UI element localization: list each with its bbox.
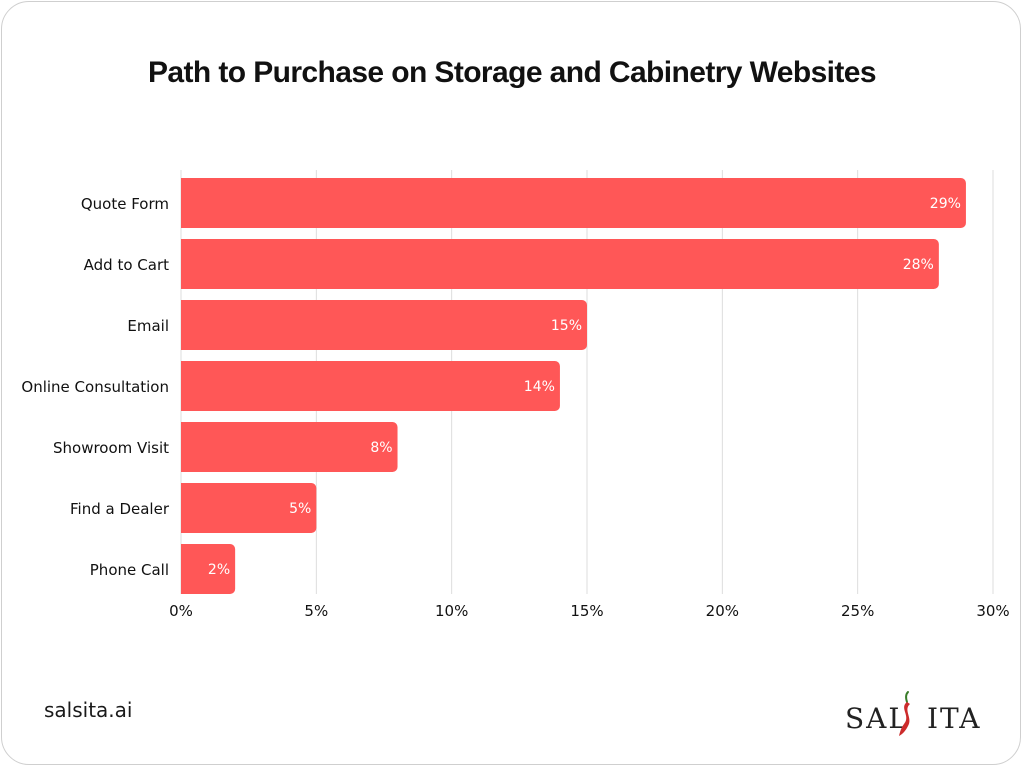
label-layer: 29% 28% 15% 14% 8% 5% 2% [208,196,961,578]
category-label: Phone Call [90,561,169,579]
bar-left-edge [181,483,187,533]
bar [181,422,398,472]
bar [181,300,587,350]
x-tick-label: 5% [304,602,328,620]
chili-pepper-icon [899,691,910,736]
bar-left-edge [181,178,187,228]
bar [181,239,939,289]
logo-text: SAL ITA [845,702,982,735]
category-label: Showroom Visit [53,439,169,457]
bar-left-edge [181,239,187,289]
x-tick-label: 25% [841,602,874,620]
x-tick-label: 20% [706,602,739,620]
bar-value-label: 29% [930,196,961,212]
footer-url: salsita.ai [44,698,133,722]
category-label: Quote Form [81,195,169,213]
x-tick-label: 10% [435,602,468,620]
x-tick-label: 0% [169,602,193,620]
bar [181,361,560,411]
bar-left-edge [181,361,187,411]
category-label: Online Consultation [21,378,169,396]
bar-left-edge [181,300,187,350]
bar [181,178,966,228]
x-tick-label: 30% [976,602,1009,620]
category-label: Email [127,317,169,335]
bar-value-label: 8% [370,440,392,456]
bar-value-label: 5% [289,501,311,517]
category-label: Add to Cart [84,256,169,274]
salsita-logo: SAL ITA [845,690,995,740]
bar-left-edge [181,422,187,472]
bar-left-edge [181,544,187,594]
chart-title: Path to Purchase on Storage and Cabinetr… [148,56,877,89]
category-label: Find a Dealer [70,500,170,518]
bar-value-label: 14% [524,379,555,395]
bar [181,544,236,594]
bar-value-label: 2% [208,562,230,578]
x-tick-label: 15% [570,602,603,620]
bar-layer [181,178,966,594]
bar-value-label: 28% [903,257,934,273]
bar [181,483,317,533]
axis-layer: 0% 5% 10% 15% 20% 25% 30% Quote Form Add to Cart… [21,195,1009,620]
bar-value-label: 15% [551,318,582,334]
